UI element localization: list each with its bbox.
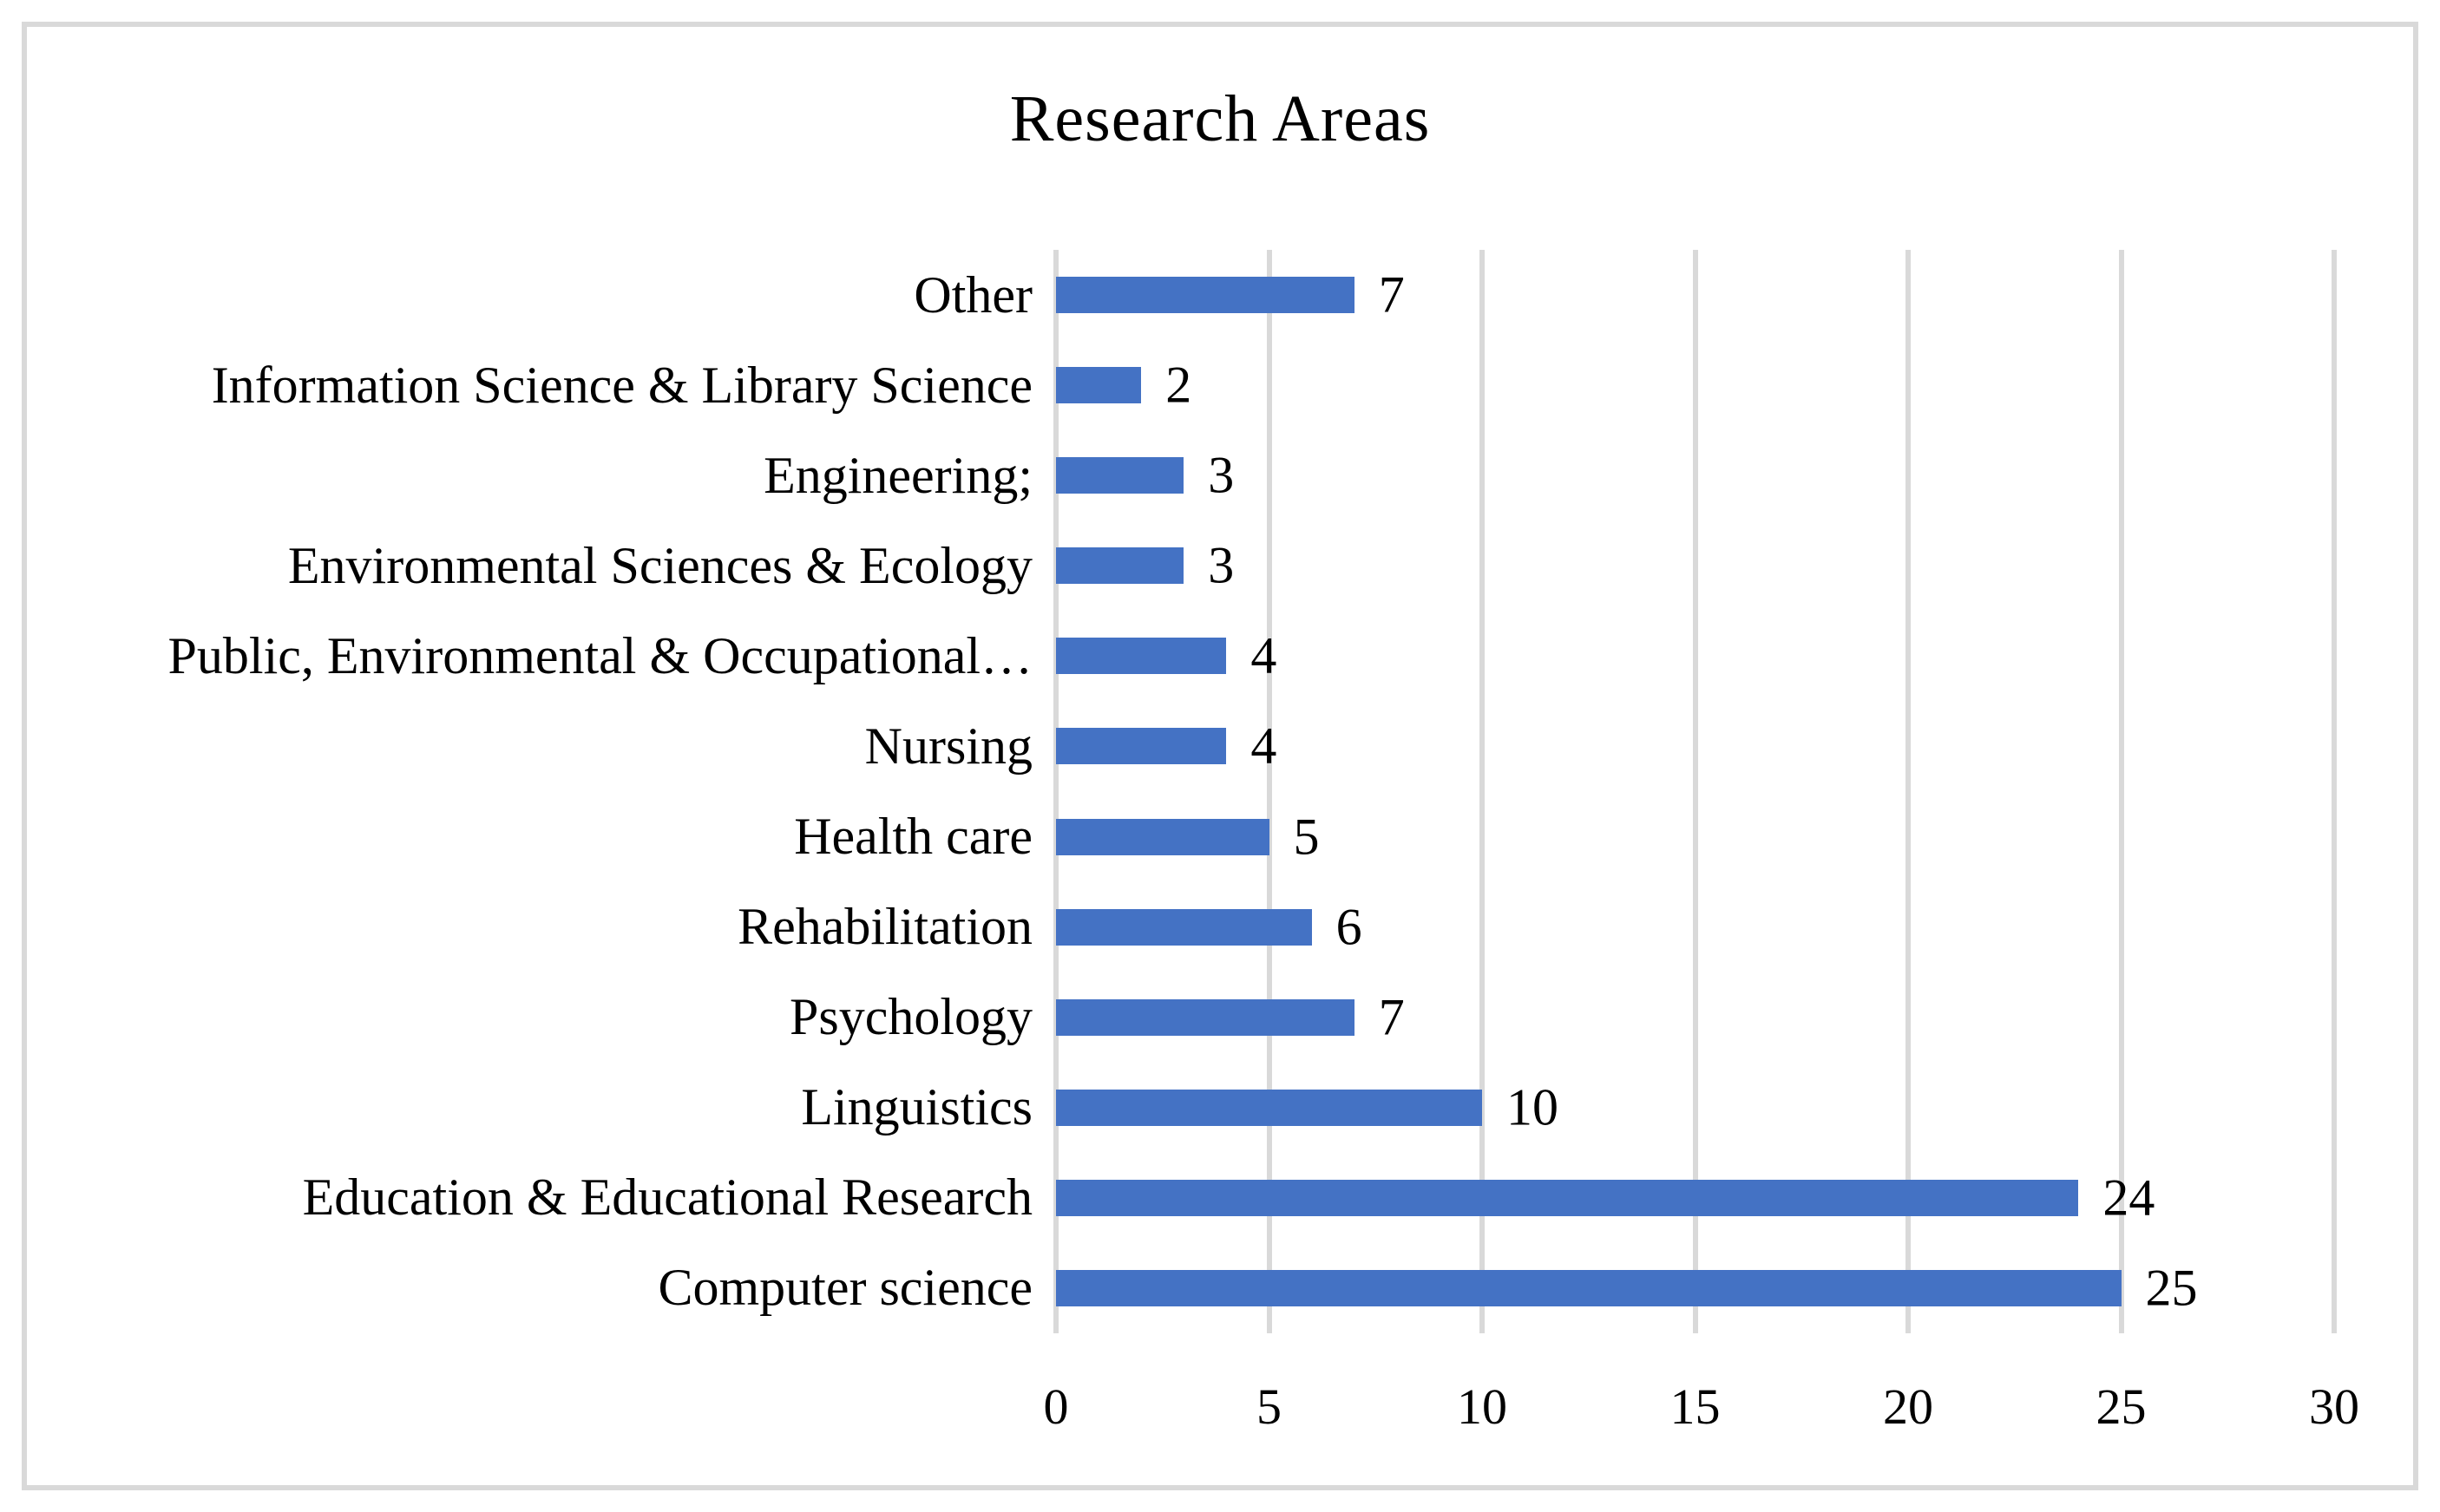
bar bbox=[1056, 1089, 1482, 1126]
bar-row: 25 bbox=[1056, 1243, 2334, 1333]
category-label: Rehabilitation bbox=[738, 898, 1033, 956]
data-label: 6 bbox=[1335, 898, 1362, 956]
bar-row: 4 bbox=[1056, 611, 2334, 701]
bar bbox=[1056, 638, 1227, 675]
bar bbox=[1056, 1269, 2122, 1306]
x-tick-label: 25 bbox=[2096, 1378, 2147, 1435]
x-tick-label: 15 bbox=[1669, 1378, 1721, 1435]
bar-row: 24 bbox=[1056, 1153, 2334, 1243]
data-label: 7 bbox=[1378, 988, 1405, 1046]
gridline-x-0 bbox=[1053, 250, 1059, 1333]
bar-row: 6 bbox=[1056, 882, 2334, 972]
gridline-x-25 bbox=[2118, 250, 2124, 1333]
bar-row: 3 bbox=[1056, 430, 2334, 520]
bar bbox=[1056, 818, 1269, 855]
bar bbox=[1056, 277, 1354, 314]
x-tick-label: 30 bbox=[2309, 1378, 2359, 1435]
gridline-x-10 bbox=[1479, 250, 1485, 1333]
x-tick-label: 0 bbox=[1043, 1378, 1069, 1435]
data-label: 4 bbox=[1250, 717, 1277, 775]
bar-row: 2 bbox=[1056, 340, 2334, 430]
category-label: Nursing bbox=[864, 717, 1033, 775]
data-label: 3 bbox=[1208, 536, 1235, 594]
gridline-x-30 bbox=[2332, 250, 2337, 1333]
category-label: Computer science bbox=[658, 1259, 1033, 1317]
x-tick-label: 20 bbox=[1883, 1378, 1933, 1435]
category-label: Other bbox=[914, 265, 1033, 324]
gridline-x-5 bbox=[1266, 250, 1272, 1333]
bar bbox=[1056, 1179, 2079, 1216]
data-label: 4 bbox=[1250, 626, 1277, 684]
x-tick-label: 10 bbox=[1457, 1378, 1507, 1435]
data-label: 2 bbox=[1165, 356, 1192, 414]
category-label: Psychology bbox=[789, 988, 1033, 1046]
data-label: 24 bbox=[2102, 1168, 2155, 1227]
data-label: 25 bbox=[2145, 1259, 2198, 1317]
category-label: Education & Educational Research bbox=[302, 1168, 1033, 1227]
x-tick-label: 5 bbox=[1256, 1378, 1282, 1435]
bar-row: 5 bbox=[1056, 792, 2334, 882]
bar-row: 7 bbox=[1056, 250, 2334, 340]
bar-row: 4 bbox=[1056, 701, 2334, 791]
bar bbox=[1056, 728, 1227, 765]
bar-row: 10 bbox=[1056, 1063, 2334, 1153]
bar bbox=[1056, 367, 1142, 404]
category-label: Information Science & Library Science bbox=[211, 356, 1033, 414]
plot-area: 7 2 3 3 4 4 5 6 7 10 24 25 bbox=[1053, 250, 2337, 1333]
bar-row: 3 bbox=[1056, 520, 2334, 611]
data-label: 7 bbox=[1378, 265, 1405, 324]
category-label: Public, Environmental & Occupational… bbox=[167, 626, 1033, 684]
data-label: 10 bbox=[1506, 1078, 1558, 1136]
data-label: 3 bbox=[1208, 446, 1235, 504]
data-label: 5 bbox=[1293, 808, 1320, 866]
bar bbox=[1056, 998, 1354, 1036]
category-label: Engineering; bbox=[764, 446, 1033, 504]
bar bbox=[1056, 457, 1184, 494]
bar-row: 7 bbox=[1056, 972, 2334, 1063]
bar bbox=[1056, 908, 1312, 946]
bar bbox=[1056, 547, 1184, 585]
category-label: Health care bbox=[794, 808, 1033, 866]
gridline-x-15 bbox=[1692, 250, 1698, 1333]
category-label: Linguistics bbox=[801, 1078, 1033, 1136]
gridline-x-20 bbox=[1905, 250, 1911, 1333]
chart-title: Research Areas bbox=[1009, 82, 1431, 155]
category-label: Environmental Sciences & Ecology bbox=[287, 536, 1033, 594]
